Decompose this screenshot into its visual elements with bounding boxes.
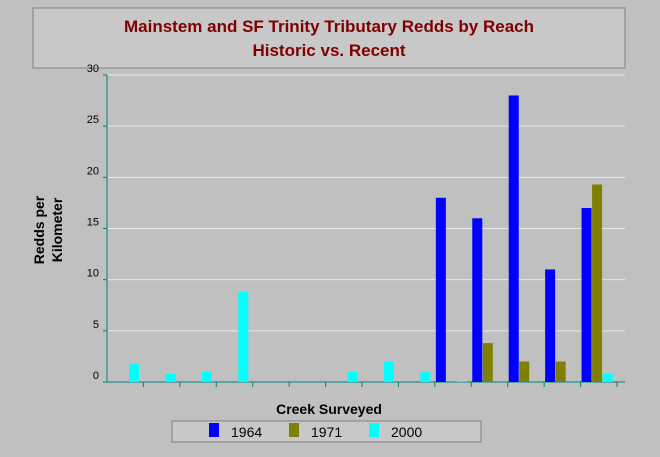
bar <box>435 197 446 382</box>
chart-subtitle: Historic vs. Recent <box>252 41 405 60</box>
bar <box>456 380 467 382</box>
bar <box>508 95 519 382</box>
y-tick-label: 5 <box>93 319 99 331</box>
bar <box>384 361 394 382</box>
bar <box>592 184 603 382</box>
legend-label: 2000 <box>391 424 422 440</box>
bar <box>482 343 493 382</box>
bar <box>347 371 358 382</box>
bar <box>129 363 139 382</box>
chart-title: Mainstem and SF Trinity Tributary Redds … <box>124 17 534 36</box>
bar <box>165 373 176 382</box>
bar <box>581 208 592 382</box>
bar <box>472 218 483 382</box>
y-tick-label: 15 <box>87 217 99 229</box>
y-tick-label: 30 <box>87 63 99 75</box>
bar <box>519 361 530 382</box>
bar <box>420 371 431 382</box>
legend-box <box>171 420 482 443</box>
y-axis-label: Kilometer <box>49 197 65 262</box>
y-tick-label: 25 <box>87 114 99 126</box>
legend-label: 1971 <box>311 424 342 440</box>
bar <box>238 291 249 382</box>
y-tick-label: 10 <box>87 268 99 280</box>
legend-label: 1964 <box>231 424 262 440</box>
title-box <box>32 7 626 69</box>
legend-swatch <box>369 423 379 437</box>
y-axis-label: Redds per <box>31 195 47 264</box>
legend-swatch <box>209 423 219 437</box>
y-tick-label: 20 <box>87 165 99 177</box>
bar <box>555 361 566 382</box>
legend-swatch <box>289 423 299 437</box>
x-axis-label: Creek Surveyed <box>276 401 382 417</box>
bar <box>602 373 613 382</box>
bar <box>201 371 212 382</box>
y-tick-label: 0 <box>93 370 99 382</box>
bar <box>545 269 556 382</box>
